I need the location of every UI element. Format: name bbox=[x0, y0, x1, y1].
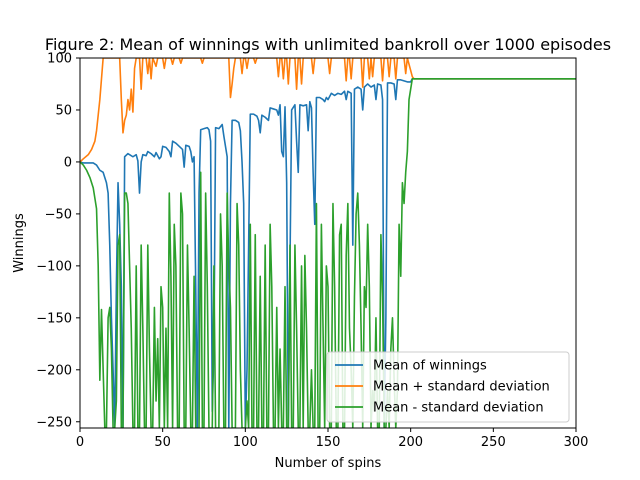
x-tick-label: 200 bbox=[398, 435, 423, 450]
series-line-2 bbox=[80, 58, 576, 163]
x-tick-label: 300 bbox=[564, 435, 589, 450]
chart-title: Figure 2: Mean of winnings with unlimite… bbox=[45, 35, 611, 54]
y-tick-label: 50 bbox=[55, 103, 72, 118]
x-tick-label: 100 bbox=[233, 435, 258, 450]
y-tick-label: −100 bbox=[36, 259, 72, 274]
series-layer bbox=[80, 58, 576, 428]
series-line-1 bbox=[80, 77, 576, 428]
x-tick-label: 50 bbox=[154, 435, 171, 450]
legend-entry: Mean of winnings bbox=[373, 359, 487, 374]
y-tick-label: 0 bbox=[64, 155, 72, 170]
x-axis-title: Number of spins bbox=[275, 456, 382, 471]
y-axis-title: Winnings bbox=[12, 213, 27, 273]
y-tick-label: −250 bbox=[36, 415, 72, 430]
legend: Mean of winnings Mean + standard deviatio… bbox=[326, 351, 570, 423]
y-tick-label: −200 bbox=[36, 363, 72, 378]
series-line-3 bbox=[80, 77, 576, 428]
y-tick-label: −150 bbox=[36, 311, 72, 326]
legend-entry: Mean + standard deviation bbox=[373, 380, 550, 395]
y-tick-label: 100 bbox=[47, 52, 72, 67]
x-tick-label: 150 bbox=[316, 435, 341, 450]
x-tick-label: 0 bbox=[76, 435, 84, 450]
x-axis: 0 50 100 150 200 250 300 bbox=[76, 428, 589, 450]
y-axis: 100 50 0 −50 −100 −150 −200 −250 bbox=[36, 52, 80, 430]
y-tick-label: −50 bbox=[45, 207, 72, 222]
legend-entry: Mean - standard deviation bbox=[373, 401, 544, 416]
legend-box bbox=[326, 351, 570, 423]
x-tick-label: 250 bbox=[481, 435, 506, 450]
